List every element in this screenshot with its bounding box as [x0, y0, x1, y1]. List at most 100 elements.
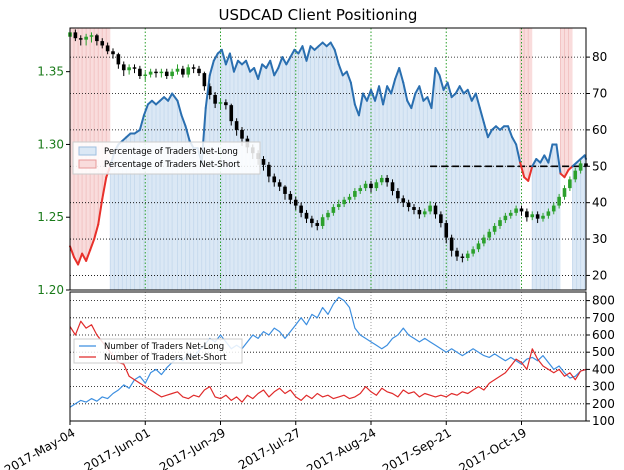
price-candle-body [78, 38, 83, 40]
price-candle-body [401, 198, 406, 203]
legend-label-traders-net-long: Number of Traders Net-Long [104, 342, 224, 352]
price-candle-body [444, 223, 449, 238]
price-candle-body [175, 68, 180, 72]
net-long-fill-segment [286, 57, 291, 290]
net-short-fill-segment [520, 28, 525, 178]
right-axis-tick-label: 50 [592, 159, 607, 173]
price-candle-body [336, 204, 341, 208]
net-long-fill-segment [427, 97, 432, 290]
price-candle-body [503, 215, 508, 221]
price-candle-body [326, 212, 330, 218]
net-long-fill-segment [258, 64, 263, 290]
net-long-line-segment [167, 92, 174, 102]
net-long-line-segment [454, 85, 461, 95]
net-long-fill-segment [435, 68, 440, 291]
net-long-fill-segment [491, 126, 496, 290]
left-axis-tick-label: 1.35 [37, 65, 64, 79]
net-long-line-segment [257, 63, 264, 80]
price-candle-body [191, 67, 196, 69]
right-axis-tick-label: 30 [592, 232, 607, 246]
net-short-line-segment [81, 252, 88, 262]
net-long-line-segment [394, 67, 401, 80]
top-legend-box [72, 141, 261, 175]
net-long-line-segment [555, 143, 562, 175]
net-long-line-segment [478, 107, 485, 124]
net-long-line-segment [142, 103, 149, 117]
price-candle-body [154, 71, 158, 74]
net-short-fill-segment [90, 28, 95, 250]
net-long-fill-segment [278, 57, 283, 290]
net-long-fill-segment [483, 122, 488, 290]
price-candle-body [148, 71, 153, 75]
net-long-fill-segment [475, 93, 480, 290]
net-long-line-segment [382, 85, 389, 106]
price-candle-body [573, 170, 578, 180]
net-long-fill-segment [463, 89, 468, 290]
price-candle-body [95, 35, 99, 42]
price-candle-body [460, 256, 465, 258]
net-long-fill-segment [576, 159, 581, 290]
price-candle-body [498, 220, 502, 226]
left-axis-tick-label: 1.25 [37, 210, 64, 224]
net-short-line-segment [93, 223, 100, 241]
net-long-fill-segment [342, 71, 347, 291]
net-long-fill-segment [419, 86, 424, 290]
net-long-fill-segment [294, 49, 299, 291]
price-candle-body [116, 54, 121, 65]
net-long-line-segment [357, 92, 364, 117]
net-long-fill-segment [407, 100, 412, 291]
price-candle-body [541, 215, 545, 219]
net-long-fill-segment [395, 68, 400, 291]
net-long-line-segment [204, 74, 211, 110]
price-candle-body [111, 51, 115, 55]
price-candle-body [159, 71, 164, 74]
net-short-line-segment [73, 256, 80, 266]
net-long-line-segment [171, 92, 179, 102]
net-long-line-segment [365, 88, 372, 102]
net-long-fill-segment [362, 93, 367, 290]
price-candle-body [530, 214, 535, 218]
net-short-fill-segment [98, 28, 103, 225]
net-long-line-segment [253, 67, 260, 80]
net-short-fill-segment [564, 28, 569, 178]
net-long-line-segment [301, 45, 308, 62]
net-long-fill-segment [254, 68, 259, 291]
net-long-fill-segment [443, 82, 448, 290]
net-long-fill-segment [197, 148, 202, 290]
net-long-fill-segment [383, 86, 388, 290]
price-candle-body [525, 211, 529, 218]
net-long-line-segment [398, 67, 405, 84]
price-candle-body [374, 182, 379, 189]
price-candle-body [234, 121, 239, 130]
net-long-fill-segment [189, 140, 194, 290]
price-candle-body [73, 32, 78, 39]
price-candle-body [519, 208, 524, 212]
net-long-line-segment [184, 125, 191, 142]
net-long-line-segment [458, 85, 465, 95]
traders-net-long-line [69, 296, 587, 408]
net-long-line-segment [511, 136, 518, 146]
net-long-fill-segment [151, 100, 156, 291]
net-long-fill-segment [164, 97, 169, 290]
net-long-line-segment [507, 125, 514, 139]
net-short-line-segment [527, 165, 534, 182]
net-long-line-segment [515, 143, 522, 164]
net-long-fill-segment [160, 97, 165, 290]
net-long-fill-segment [508, 126, 513, 290]
net-long-line-segment [333, 48, 340, 66]
legend-swatch-net-long [78, 146, 97, 156]
net-long-line-segment [434, 67, 441, 77]
net-long-line-segment [410, 92, 417, 110]
price-candle-body [170, 71, 174, 77]
net-long-fill-segment [500, 126, 505, 290]
net-long-line-segment [337, 63, 344, 77]
net-long-fill-segment [114, 144, 119, 290]
net-long-fill-segment [459, 86, 464, 290]
bottom-right-axis-tick-label: 500 [592, 345, 615, 359]
price-candle-body [342, 199, 346, 205]
price-candle-body [105, 45, 110, 52]
right-axis-tick-label: 60 [592, 123, 607, 137]
price-candle-body [164, 71, 169, 77]
net-long-line-segment [390, 77, 397, 95]
net-short-line-segment [101, 176, 108, 201]
